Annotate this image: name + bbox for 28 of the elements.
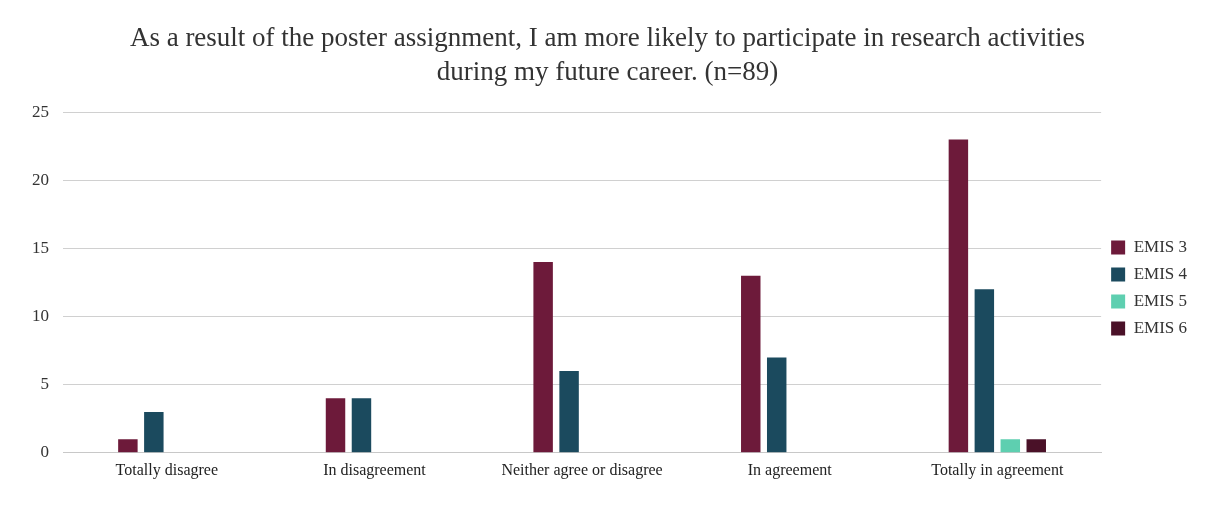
legend-label: EMIS 3 — [1133, 236, 1188, 256]
x-tick-label: Totally disagree — [115, 460, 219, 479]
bar — [559, 371, 579, 453]
y-tick-label: 20 — [32, 169, 49, 189]
chart-title: As a result of the poster assignment, I am more likely to participate in research activities during my future career. (n=89) — [128, 21, 1087, 88]
x-tick-label: Totally in agreement — [931, 460, 1064, 479]
y-tick-label: 25 — [32, 101, 49, 121]
y-tick-label: 10 — [32, 306, 49, 326]
bar — [144, 411, 164, 453]
bar — [351, 398, 372, 453]
bar — [766, 357, 787, 453]
y-tick-label: 5 — [40, 374, 49, 394]
bar — [118, 439, 138, 453]
bar — [948, 139, 969, 453]
legend-label: EMIS 6 — [1133, 317, 1188, 337]
bar — [974, 289, 995, 453]
x-tick-label: In agreement — [747, 460, 833, 479]
bar — [1026, 439, 1046, 453]
x-tick-label: Neither agree or disagree — [501, 460, 663, 479]
legend-label: EMIS 4 — [1133, 263, 1188, 283]
bar — [1000, 439, 1021, 453]
bar — [741, 275, 761, 453]
y-tick-label: 15 — [32, 237, 49, 257]
bar — [325, 398, 346, 453]
bar — [533, 262, 553, 453]
y-tick-label: 0 — [40, 442, 49, 462]
x-tick-label: In disagreement — [323, 460, 427, 479]
legend-label: EMIS 5 — [1133, 290, 1188, 310]
